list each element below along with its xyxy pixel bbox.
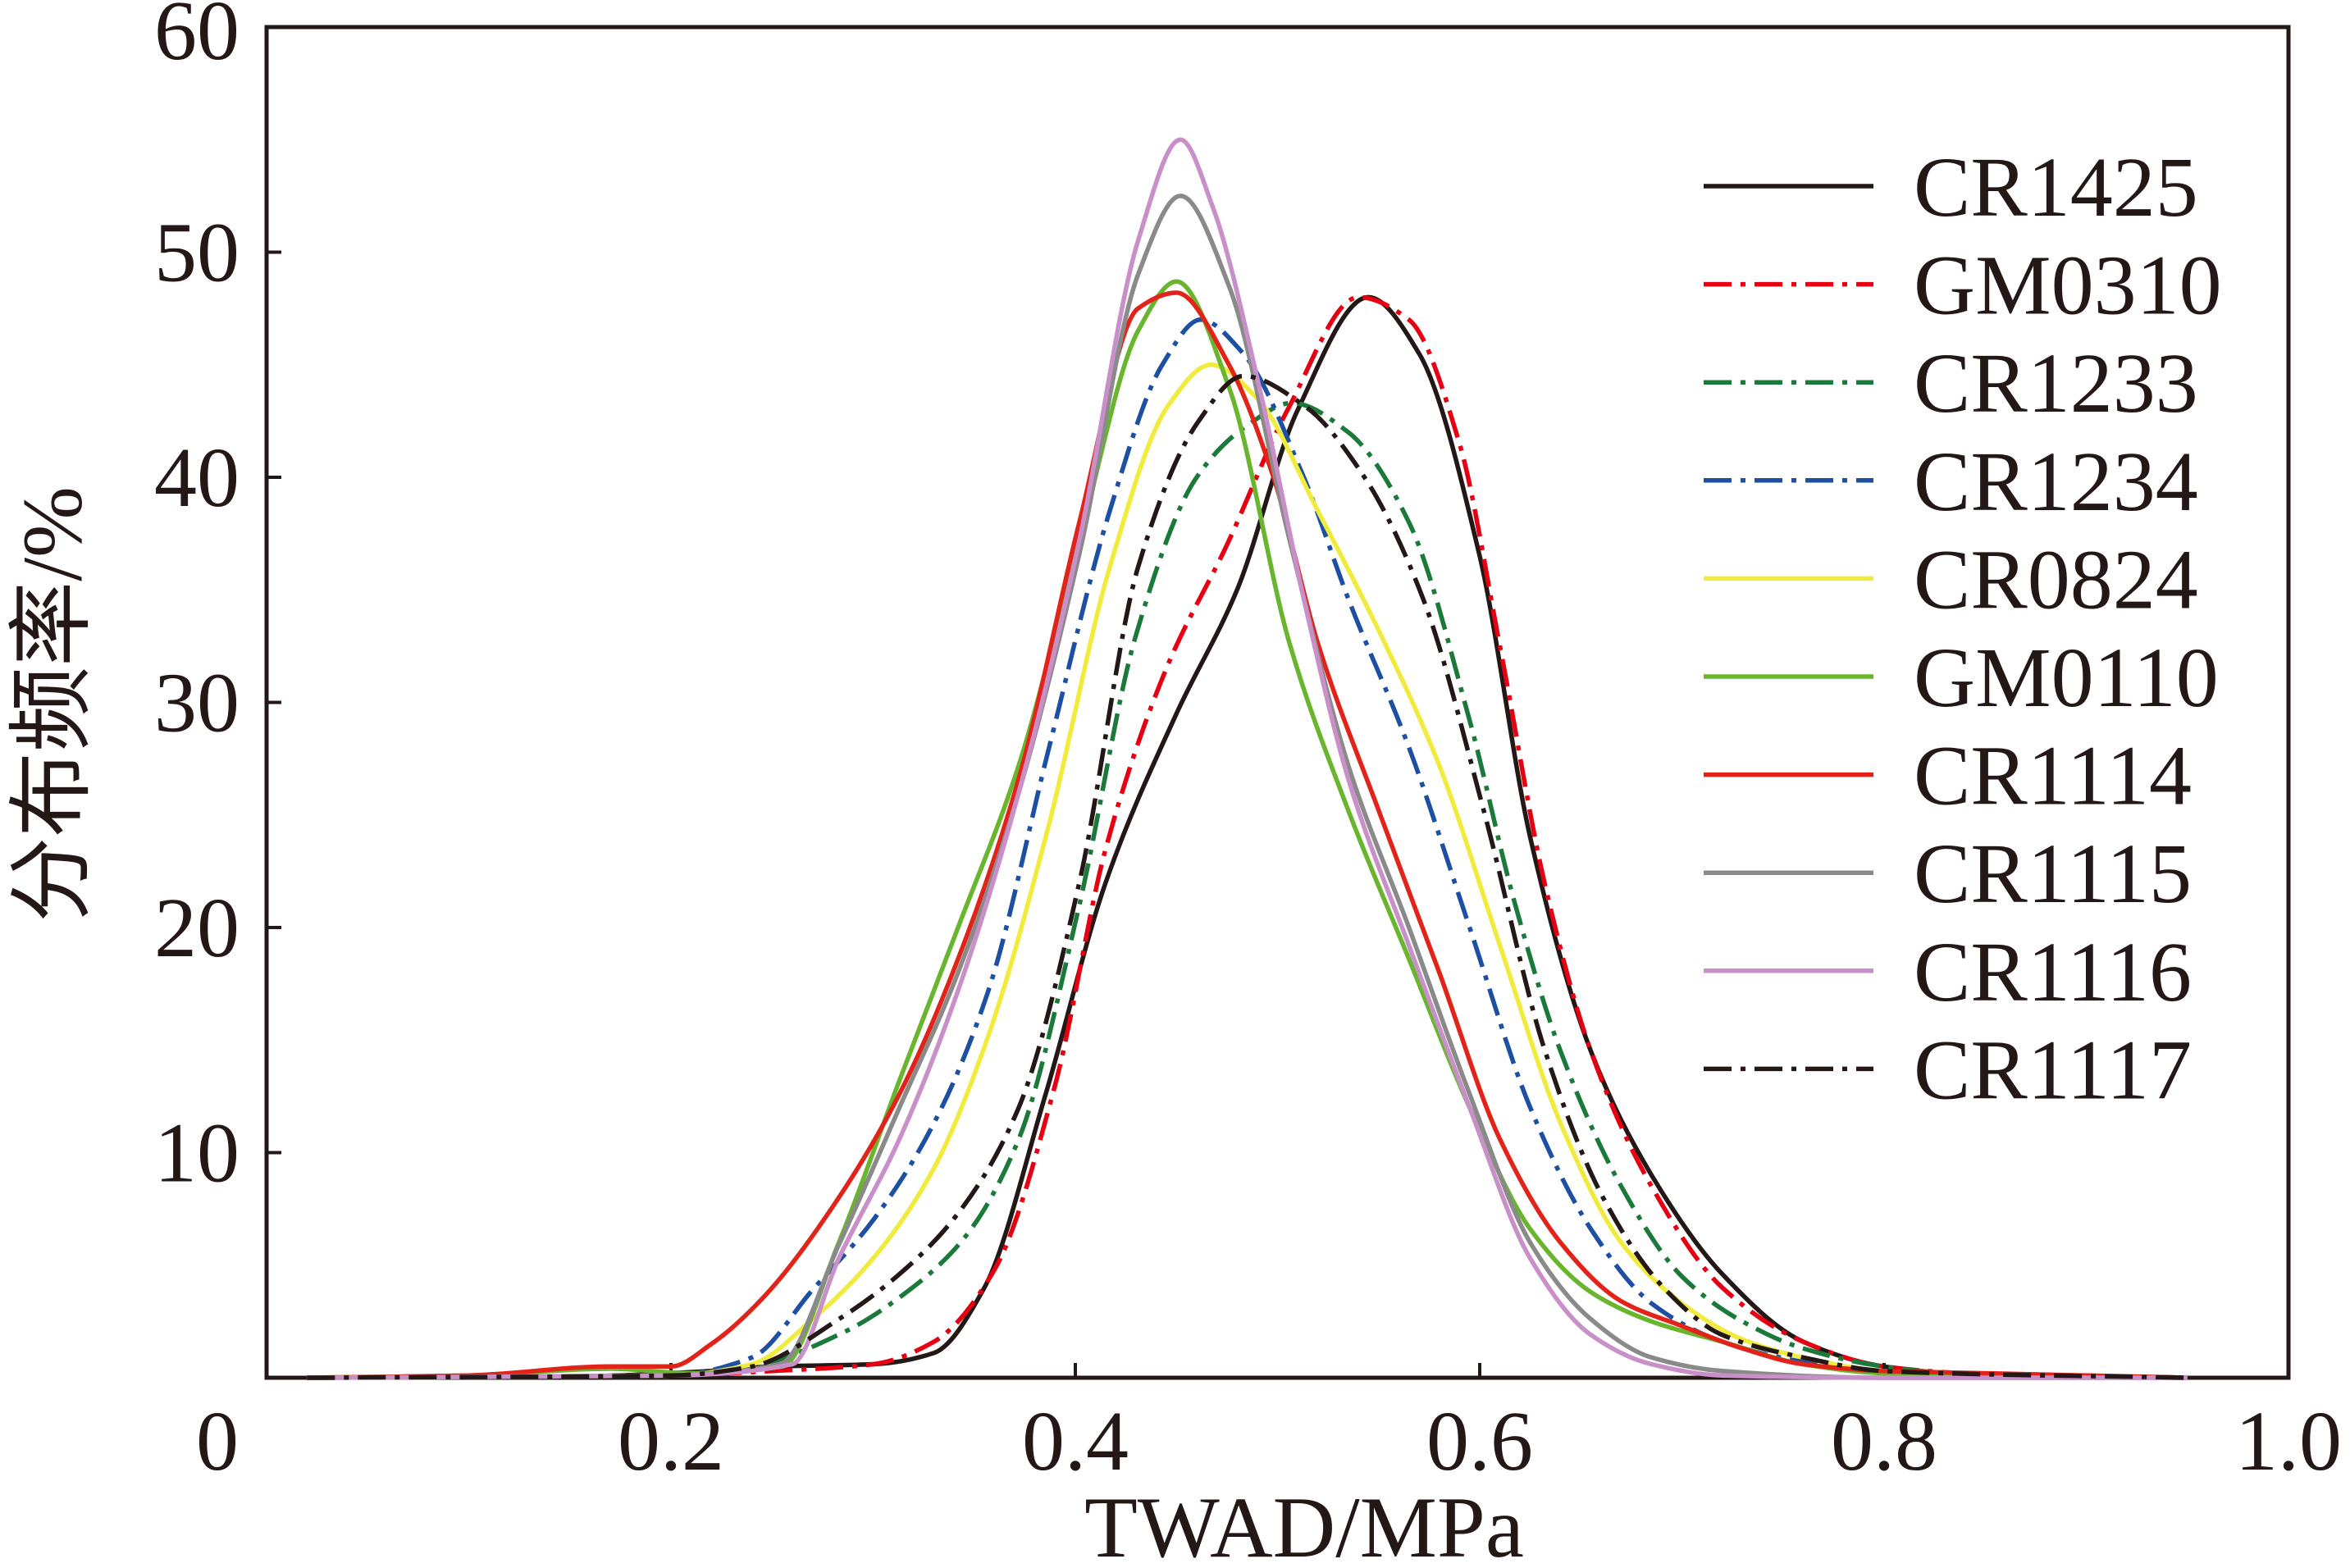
x-axis-title: TWAD/MPa	[1084, 1479, 1524, 1568]
legend-label: CR1425	[1914, 140, 2198, 235]
axis-ticks	[267, 250, 1886, 1378]
series-line-gm0310	[307, 294, 2188, 1380]
legend-label: CR1116	[1914, 925, 2192, 1019]
y-axis-title: 分布频率/%	[6, 486, 100, 923]
legend-entry: CR1116	[1704, 925, 2192, 1019]
x-tick-label: 1.0	[2235, 1394, 2342, 1488]
legend-label: CR1115	[1914, 827, 2192, 921]
series-line-cr1117	[307, 373, 2188, 1380]
legend-entry: GM0310	[1704, 239, 2222, 333]
x-tick-label: 0	[196, 1394, 239, 1488]
series-line-cr1116	[307, 137, 2188, 1380]
legend-label: GM0110	[1914, 631, 2219, 725]
x-tick-label: 0.6	[1426, 1394, 1533, 1488]
legend-entry: CR1425	[1704, 140, 2198, 235]
legend-entry: CR1115	[1704, 827, 2192, 921]
x-tick-label: 0.2	[618, 1394, 724, 1488]
x-tick-label: 0.4	[1022, 1394, 1129, 1488]
legend-label: CR1117	[1914, 1023, 2192, 1117]
legend-entry: CR1117	[1704, 1023, 2192, 1117]
series-line-gm0110	[307, 279, 2188, 1380]
legend-entry: CR1233	[1704, 336, 2198, 431]
legend-entry: CR1234	[1704, 435, 2198, 529]
legend-label: GM0310	[1914, 239, 2222, 333]
legend-label: CR1233	[1914, 336, 2198, 431]
series-line-cr1425	[307, 294, 2188, 1380]
series-line-cr1115	[307, 194, 2188, 1380]
y-tick-label: 20	[154, 881, 240, 975]
y-tick-label: 60	[154, 0, 240, 78]
series-line-cr1233	[307, 400, 2188, 1380]
x-tick-label: 0.8	[1831, 1394, 1937, 1488]
series-lines	[307, 137, 2188, 1380]
y-tick-label: 40	[154, 431, 240, 525]
y-tick-label: 10	[154, 1106, 240, 1201]
legend-entry: GM0110	[1704, 631, 2219, 725]
legend-label: CR0824	[1914, 532, 2198, 627]
legend-entry: CR0824	[1704, 532, 2198, 627]
y-tick-label: 30	[154, 656, 240, 750]
series-line-cr0824	[307, 362, 2188, 1380]
y-tick-label: 50	[154, 206, 240, 300]
series-line-cr1114	[307, 290, 2188, 1380]
legend-entry: CR1114	[1704, 729, 2192, 823]
legend: CR1425GM0310CR1233CR1234CR0824GM0110CR11…	[1704, 140, 2222, 1117]
legend-label: CR1234	[1914, 435, 2198, 529]
series-line-cr1234	[307, 317, 2188, 1380]
legend-label: CR1114	[1914, 729, 2192, 823]
tick-labels: 0 0.2 0.4 0.6 0.8 1.0 10 20 30 40 50 60	[154, 0, 2342, 1488]
